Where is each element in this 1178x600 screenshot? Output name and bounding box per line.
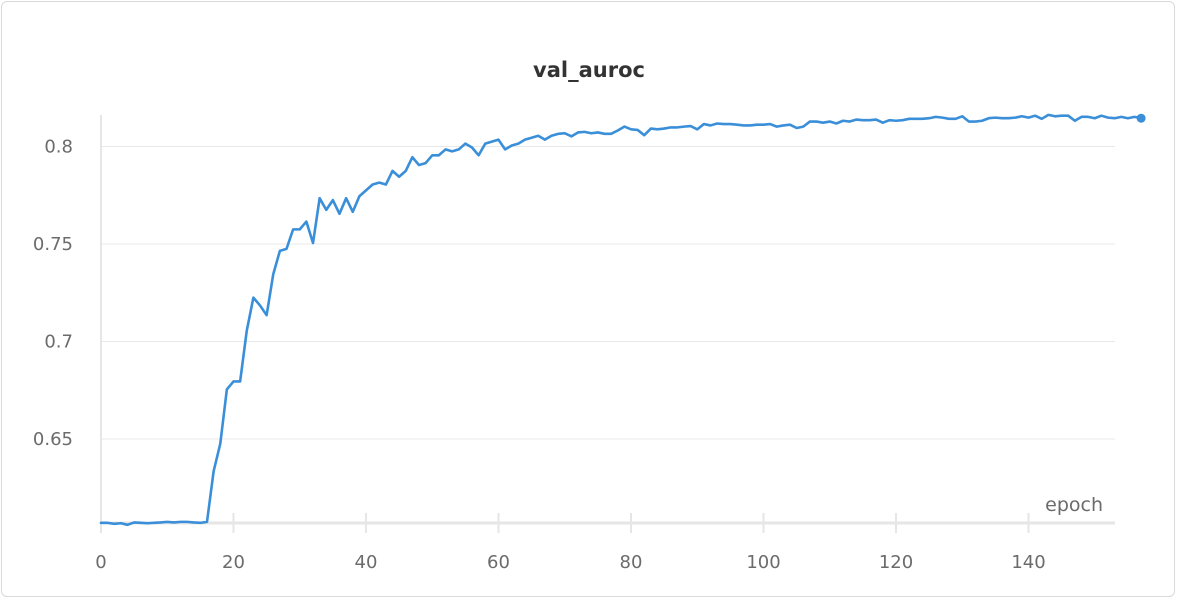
x-axis-title: epoch xyxy=(1045,494,1103,516)
x-tick-label: 40 xyxy=(355,552,378,573)
x-tick-label: 0 xyxy=(95,552,106,573)
x-tick-label: 100 xyxy=(746,552,780,573)
tick-labels: 0.65 0.7 0.75 0.8 0 20 40 60 80 100 120 140 xyxy=(33,137,1046,574)
chart-title: val_auroc xyxy=(533,58,645,82)
y-tick-label: 0.8 xyxy=(44,137,73,158)
y-tick-label: 0.7 xyxy=(44,332,73,353)
x-tick-label: 20 xyxy=(222,552,245,573)
x-tick-label: 80 xyxy=(620,552,643,573)
last-point-marker xyxy=(1136,113,1146,123)
plot-area xyxy=(99,113,1146,527)
y-tick-label: 0.65 xyxy=(33,429,73,450)
grid-lines xyxy=(101,146,1115,440)
x-tick-label: 60 xyxy=(487,552,510,573)
x-tick-label: 120 xyxy=(879,552,913,573)
axes xyxy=(100,115,1115,533)
y-tick-label: 0.75 xyxy=(33,234,73,255)
series-line xyxy=(99,113,1143,527)
x-tick-label: 140 xyxy=(1011,552,1045,573)
